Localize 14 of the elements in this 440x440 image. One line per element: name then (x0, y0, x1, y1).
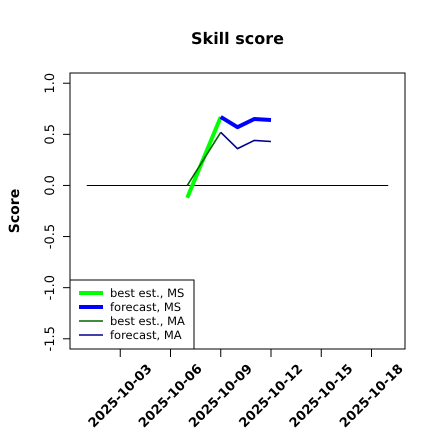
y-axis-title: Score (7, 188, 23, 234)
legend-label: forecast, MS (110, 300, 182, 314)
legend-label: best est., MA (110, 314, 185, 328)
y-tick-label: 0.0 (43, 175, 58, 196)
line-series (220, 131, 272, 150)
line-series (218, 114, 273, 130)
y-tick-label: 1.0 (43, 72, 58, 94)
y-tick-label: -0.5 (43, 224, 58, 250)
y-tick-label: -1.0 (43, 274, 58, 300)
y-tick-label: -1.5 (43, 326, 58, 352)
legend-label: best est., MS (110, 286, 184, 300)
chart-title: Skill score (191, 29, 284, 48)
legend-label: forecast, MA (110, 328, 182, 342)
y-tick-label: 0.5 (43, 124, 58, 145)
